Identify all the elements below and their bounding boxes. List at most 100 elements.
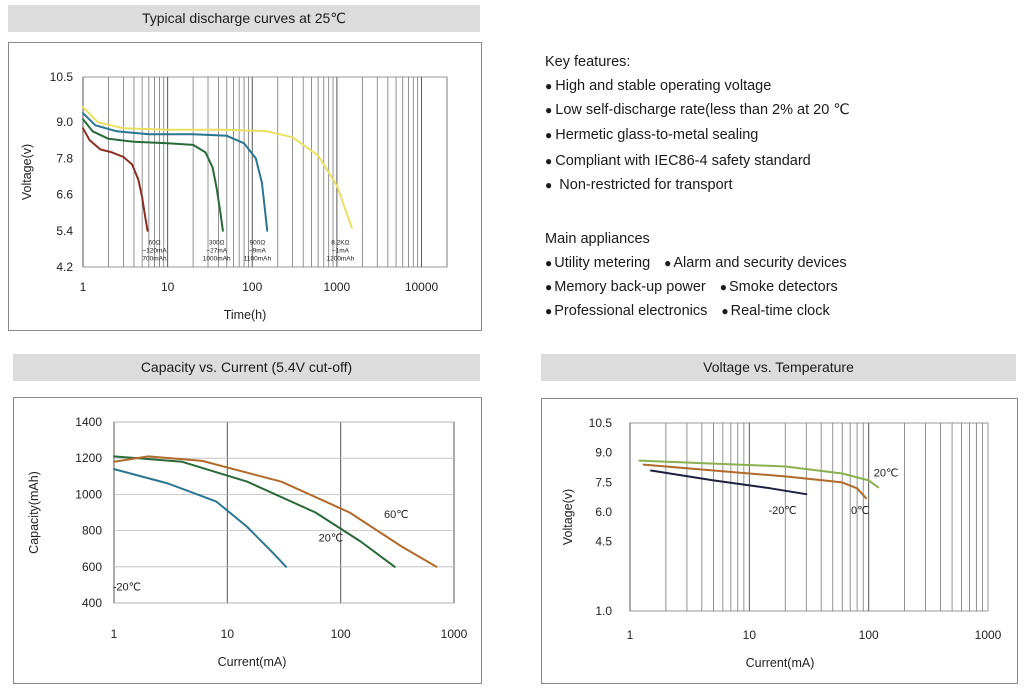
- features-heading-text: Key features:: [545, 54, 631, 70]
- appliance-text: Alarm and security devices: [673, 255, 847, 271]
- y-tick-label: 1.0: [595, 604, 612, 618]
- x-tick-label: 1000: [975, 628, 1002, 642]
- appliance-item: ● Utility metering: [545, 255, 650, 271]
- series-label-line: 700mAh: [142, 255, 167, 262]
- series-line: [650, 469, 808, 496]
- feature-text: Low self-discharge rate(less than 2% at …: [555, 102, 850, 118]
- capacity-title-banner: Capacity vs. Current (5.4V cut-off): [13, 354, 480, 381]
- y-tick-label: 7.8: [56, 151, 73, 165]
- series-line: [113, 455, 396, 568]
- discharge-title-banner: Typical discharge curves at 25℃: [8, 5, 480, 32]
- feature-item: ● Non-restricted for transport: [545, 177, 733, 193]
- bullet-icon: ●: [721, 304, 729, 318]
- series-line: [82, 118, 224, 232]
- x-axis-label: Time(h): [224, 308, 267, 322]
- series-label: 300Ω ~27mA 1000mAh: [203, 239, 231, 262]
- series-line: [82, 112, 269, 232]
- temperature-title: Voltage vs. Temperature: [703, 359, 854, 375]
- series-label: 900Ω ~9mA 1100mAh: [244, 239, 272, 262]
- feature-item: ● Low self-discharge rate(less than 2% at…: [545, 102, 850, 118]
- y-axis-label: Voltage(v): [20, 144, 34, 200]
- bullet-icon: ●: [545, 103, 553, 117]
- x-axis-label: Current(mA): [746, 656, 815, 670]
- series-label-line: 1200mAh: [326, 255, 354, 262]
- temperature-chart: 1.0 4.5 6.0 7.5 9.0 10.5 1 10 100 1000 Current(mA)…: [561, 416, 1002, 670]
- series-line: [82, 127, 149, 232]
- series-label-line: 8.2KΩ: [331, 239, 349, 246]
- y-tick-label: 6.0: [595, 505, 612, 519]
- bullet-icon: ●: [664, 256, 672, 270]
- feature-text: Compliant with IEC86-4 safety standard: [555, 153, 811, 169]
- x-tick-label: 10: [221, 627, 235, 641]
- appliances-heading-text: Main appliances: [545, 231, 650, 247]
- appliance-text: Memory back-up power: [554, 279, 706, 295]
- feature-text: High and stable operating voltage: [555, 78, 772, 94]
- bullet-icon: ●: [545, 256, 553, 270]
- appliance-row: ● Utility metering ● Alarm and security dev…: [545, 255, 861, 271]
- series-label: -20℃: [768, 505, 796, 517]
- x-tick-label: 1: [627, 628, 634, 642]
- bullet-icon: ●: [545, 154, 553, 168]
- y-tick-label: 4.5: [595, 535, 612, 549]
- y-tick-label: 600: [82, 560, 102, 574]
- series-label-line: 60Ω: [148, 239, 160, 246]
- feature-item: ● High and stable operating voltage: [545, 78, 771, 94]
- x-tick-label: 100: [242, 280, 262, 294]
- appliance-text: Smoke detectors: [729, 279, 838, 295]
- y-tick-label: 5.4: [56, 224, 73, 238]
- capacity-chart-frame: 400 600 800 1000 1200 1400 1 10 100 1000 Current(m…: [13, 397, 482, 684]
- y-axis-label: Voltage(v): [561, 489, 575, 545]
- series-label: 60℃: [384, 509, 409, 521]
- x-tick-label: 100: [331, 627, 351, 641]
- series-line: [638, 459, 880, 489]
- y-tick-label: 4.2: [56, 260, 73, 274]
- appliance-item: ● Professional electronics: [545, 303, 707, 319]
- capacity-title: Capacity vs. Current (5.4V cut-off): [140, 359, 353, 375]
- series-label-line: 900Ω: [250, 239, 266, 246]
- x-axis-label: Current(mA): [218, 655, 287, 669]
- plot-area-border: [629, 422, 989, 612]
- appliance-text: Professional electronics: [554, 303, 708, 319]
- appliance-item: ● Alarm and security devices: [664, 255, 847, 271]
- y-tick-label: 800: [82, 524, 102, 538]
- series-label-line: ~120mA: [142, 247, 167, 254]
- bullet-icon: ●: [719, 280, 727, 294]
- series-line: [82, 106, 353, 229]
- discharge-title: Typical discharge curves at 25℃: [141, 10, 347, 26]
- x-tick-label: 1000: [324, 280, 351, 294]
- y-tick-label: 9.0: [56, 115, 73, 129]
- x-tick-label: 10: [161, 280, 175, 294]
- temperature-chart-frame: 1.0 4.5 6.0 7.5 9.0 10.5 1 10 100 1000 Current(mA)…: [541, 398, 1018, 684]
- series-label: -20℃: [113, 581, 141, 593]
- appliance-item: ● Real-time clock: [721, 303, 829, 319]
- x-tick-label: 1000: [441, 627, 468, 641]
- series-label-line: ~27mA: [206, 247, 227, 254]
- y-tick-label: 10.5: [50, 70, 74, 84]
- series-line: [113, 455, 438, 568]
- appliance-item: ● Memory back-up power: [545, 279, 706, 295]
- feature-item: ● Hermetic glass-to-metal sealing: [545, 127, 758, 143]
- y-axis-label: Capacity(mAh): [27, 471, 41, 554]
- series-line: [113, 468, 288, 568]
- feature-text: Non-restricted for transport: [555, 177, 733, 193]
- appliance-row: ● Professional electronics ● Real-time cloc…: [545, 303, 844, 319]
- bullet-icon: ●: [545, 128, 553, 142]
- y-tick-label: 9.0: [595, 446, 612, 460]
- series-label-line: ~1mA: [332, 247, 350, 254]
- bullet-icon: ●: [545, 280, 553, 294]
- x-tick-label: 100: [859, 628, 879, 642]
- appliance-item: ● Smoke detectors: [720, 279, 838, 295]
- x-tick-label: 10: [743, 628, 757, 642]
- appliances-heading: Main appliances: [545, 231, 650, 247]
- series-label: 0℃: [851, 505, 869, 517]
- grid: [113, 421, 455, 604]
- appliance-text: Utility metering: [554, 255, 651, 271]
- y-tick-label: 10.5: [589, 416, 613, 430]
- discharge-chart-frame: 4.2 5.4 6.6 7.8 9.0 10.5 1 10 100 1000 10000 Time(h…: [8, 42, 482, 331]
- series-label-line: 300Ω: [209, 239, 225, 246]
- appliance-row: ● Memory back-up power ● Smoke detectors: [545, 279, 852, 295]
- y-tick-label: 1000: [75, 487, 102, 501]
- bullet-icon: ●: [545, 79, 553, 93]
- y-tick-label: 1400: [75, 415, 102, 429]
- discharge-chart: 4.2 5.4 6.6 7.8 9.0 10.5 1 10 100 1000 10000 Time(h…: [20, 70, 448, 322]
